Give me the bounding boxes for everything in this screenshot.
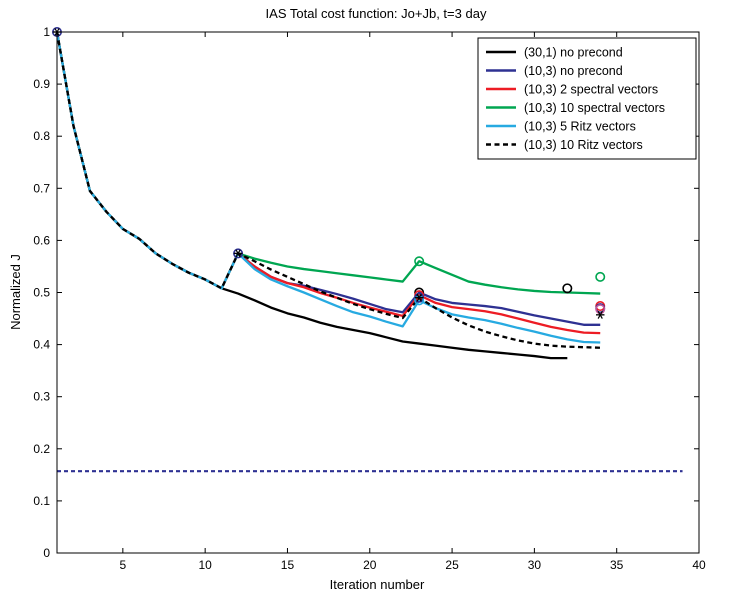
marker-star bbox=[596, 310, 605, 319]
marker-star bbox=[233, 249, 243, 258]
legend-label: (10,3) 10 spectral vectors bbox=[524, 101, 665, 115]
x-tick-label: 5 bbox=[120, 558, 127, 572]
y-tick-label: 0.3 bbox=[33, 390, 50, 404]
y-tick-label: 1 bbox=[43, 25, 50, 39]
chart-title: IAS Total cost function: Jo+Jb, t=3 day bbox=[266, 6, 487, 21]
x-axis-title: Iteration number bbox=[330, 577, 425, 592]
y-tick-label: 0.6 bbox=[33, 233, 50, 247]
y-tick-label: 0.4 bbox=[33, 338, 50, 352]
y-tick-label: 0.1 bbox=[33, 494, 50, 508]
legend-label: (10,3) 5 Ritz vectors bbox=[524, 120, 636, 134]
x-tick-label: 25 bbox=[445, 558, 459, 572]
legend-label: (10,3) 10 Ritz vectors bbox=[524, 138, 643, 152]
series-line-6 bbox=[55, 31, 601, 349]
y-tick-label: 0.7 bbox=[33, 181, 50, 195]
y-tick-label: 0.9 bbox=[33, 77, 50, 91]
legend-box bbox=[477, 37, 697, 160]
y-tick-label: 0.8 bbox=[33, 129, 50, 143]
y-tick-label: 0.2 bbox=[33, 442, 50, 456]
legend-label: (10,3) 2 spectral vectors bbox=[524, 83, 658, 97]
x-tick-label: 30 bbox=[528, 558, 542, 572]
x-tick-label: 35 bbox=[610, 558, 624, 572]
marker-circle bbox=[562, 283, 573, 294]
marker-star bbox=[414, 293, 424, 302]
y-tick-label: 0 bbox=[43, 546, 50, 560]
legend-label: (30,1) no precond bbox=[524, 46, 623, 60]
marker-circle bbox=[414, 256, 425, 267]
y-tick-label: 0.5 bbox=[33, 286, 50, 300]
x-tick-label: 10 bbox=[198, 558, 212, 572]
marker-circle bbox=[595, 271, 606, 282]
legend-label: (10,3) no precond bbox=[524, 64, 623, 78]
x-tick-label: 20 bbox=[363, 558, 377, 572]
x-tick-label: 40 bbox=[692, 558, 706, 572]
x-tick-label: 15 bbox=[281, 558, 295, 572]
plot-area bbox=[51, 26, 683, 473]
legend: (30,1) no precond (10,3) no precond (10,3)… bbox=[477, 37, 697, 160]
marker-circle bbox=[414, 295, 425, 306]
axis-ticks: 5 10 15 20 25 30 35 40 0 0.1 0.2 0.3 0.4 0.5 0.6 0.7 0.8… bbox=[33, 25, 706, 572]
y-axis-title: Normalized J bbox=[8, 254, 23, 330]
marker-circle bbox=[595, 304, 606, 315]
